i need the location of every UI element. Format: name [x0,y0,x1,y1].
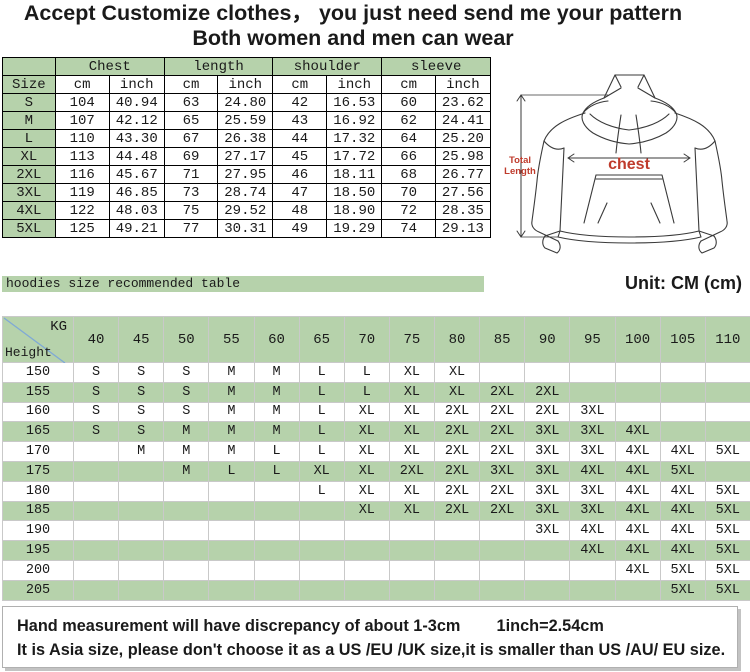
svg-text:chest: chest [608,156,650,173]
svg-text:Length: Length [504,166,536,177]
svg-text:Total: Total [509,155,531,166]
